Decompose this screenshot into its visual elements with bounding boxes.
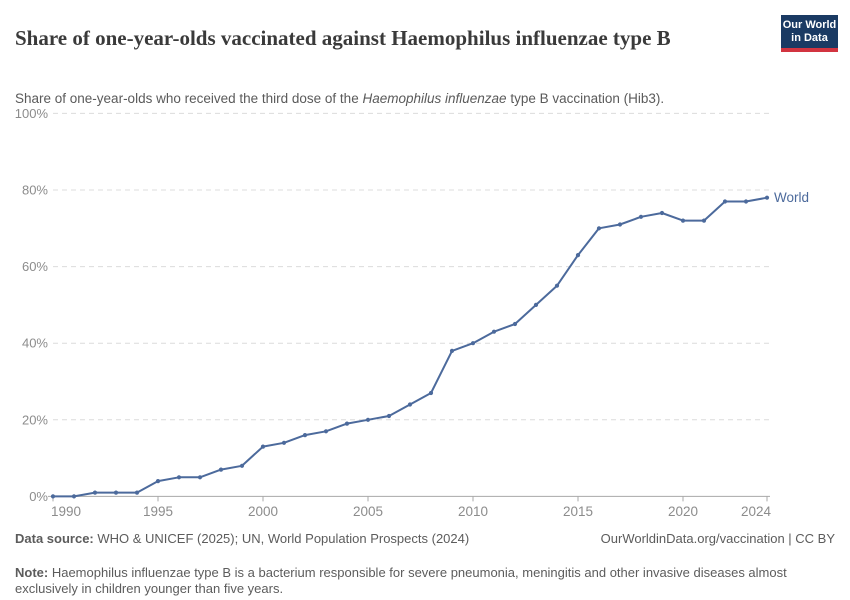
data-source-text: WHO & UNICEF (2025); UN, World Populatio… [93,531,470,546]
x-axis-tick-label: 2024 [741,504,772,519]
data-point [176,475,182,480]
data-point [155,479,161,484]
x-axis-tick-label: 1995 [143,504,173,519]
data-point [302,433,308,438]
series-end-label: World [774,190,809,205]
data-point [365,417,371,422]
data-source: Data source: WHO & UNICEF (2025); UN, Wo… [15,531,469,546]
data-source-label: Data source: [15,531,94,546]
data-point [344,421,350,426]
x-axis-tick-label: 2015 [563,504,593,519]
owid-logo[interactable]: Our World in Data [781,15,838,52]
subtitle-prefix: Share of one-year-olds who received the … [15,90,363,106]
y-axis-tick-label: 40% [22,336,48,351]
data-point [764,195,770,200]
y-axis-tick-label: 0% [29,489,48,504]
data-point [323,429,329,434]
chart-subtitle: Share of one-year-olds who received the … [15,91,775,106]
data-point [638,214,644,219]
subtitle-suffix: type B vaccination (Hib3). [506,90,665,106]
data-point [239,463,245,468]
x-axis-tick-label: 2005 [353,504,383,519]
x-axis-tick-label: 1990 [51,504,81,519]
y-axis-tick-label: 80% [22,183,48,198]
x-axis-tick-label: 2010 [458,504,488,519]
data-point [512,321,518,327]
footer-note: Note: Haemophilus influenzae type B is a… [15,565,787,596]
data-point [701,218,707,223]
attribution-link[interactable]: OurWorldinData.org/vaccination | CC BY [600,531,835,546]
data-point [50,494,56,499]
y-axis-tick-label: 20% [22,412,48,427]
data-point [71,494,77,499]
data-point [743,199,749,204]
data-point [659,210,665,216]
data-point [554,283,560,288]
y-axis-tick-label: 60% [22,259,48,274]
data-point [575,253,581,258]
owid-logo-line2: in Data [791,32,828,44]
data-point [617,222,623,227]
data-point [218,467,224,472]
note-label: Note: [15,565,49,580]
y-axis-tick-label: 100% [15,106,49,121]
data-line [52,196,768,498]
data-point [491,329,497,334]
data-point [386,413,392,419]
footer-source-row: Data source: WHO & UNICEF (2025); UN, Wo… [15,531,835,546]
note-text: Haemophilus influenzae type B is a bacte… [15,565,787,596]
data-point [407,402,413,407]
data-point [722,199,728,204]
subtitle-italic: Haemophilus influenzae [362,90,507,106]
data-point [680,218,686,223]
data-point [113,490,119,495]
x-axis-tick-label: 2020 [668,504,698,519]
line-chart: 0% 20% 40% 60% 80% 100% 1990 1995 2000 2005 2010 20… [15,106,809,519]
page-title: Share of one-year-olds vaccinated agains… [15,26,671,51]
data-point [470,341,476,346]
data-point [92,490,98,495]
data-point [281,440,287,445]
data-point [197,475,203,480]
data-point [134,490,140,495]
data-point [533,302,539,307]
x-axis-tick-label: 2000 [248,504,278,519]
owid-logo-line1: Our World [782,19,837,31]
data-point [428,390,434,396]
data-point [260,444,266,449]
data-point [449,348,455,353]
data-point [596,226,602,231]
